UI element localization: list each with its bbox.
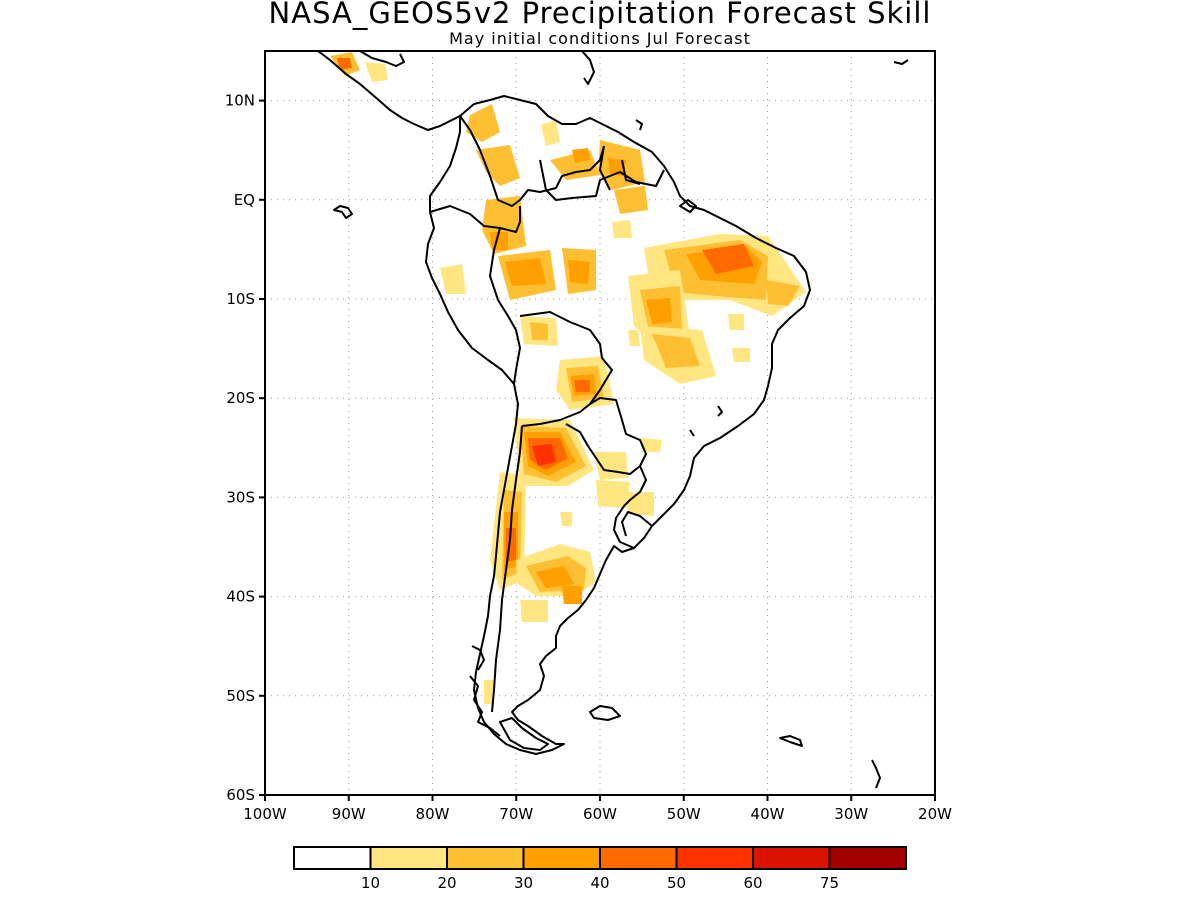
map-subtitle: May initial conditions Jul Forecast xyxy=(449,29,751,48)
colorbar-label: 60 xyxy=(743,874,762,892)
colorbar-swatch xyxy=(752,846,831,870)
longitude-tick-label: 90W xyxy=(332,805,366,823)
colorbar-swatch xyxy=(675,846,754,870)
longitude-tick-label: 60W xyxy=(583,805,617,823)
colorbar-label: 30 xyxy=(514,874,533,892)
colorbar-swatch xyxy=(828,846,907,870)
colorbar-label: 75 xyxy=(820,874,839,892)
latitude-tick-label: 40S xyxy=(226,588,255,606)
longitude-tick-label: 30W xyxy=(834,805,868,823)
colorbar-label: 10 xyxy=(361,874,380,892)
latitude-tick-label: 10N xyxy=(225,92,255,110)
colorbar-swatch xyxy=(369,846,448,870)
longitude-tick-label: 100W xyxy=(243,805,287,823)
colorbar-label: 20 xyxy=(437,874,456,892)
latitude-tick-label: 10S xyxy=(226,290,255,308)
colorbar-label: 50 xyxy=(667,874,686,892)
longitude-tick-label: 80W xyxy=(416,805,450,823)
longitude-tick-label: 70W xyxy=(499,805,533,823)
latitude-axis: 10N EQ 10S 20S 30S 40S 50S 60S xyxy=(225,92,265,804)
colorbar-legend: 10 20 30 40 50 60 75 xyxy=(293,846,907,892)
colorbar-swatch xyxy=(446,846,525,870)
longitude-tick-label: 40W xyxy=(751,805,785,823)
map-title: NASA_GEOS5v2 Precipitation Forecast Skil… xyxy=(268,0,932,30)
continent-outline xyxy=(317,51,909,789)
skill-shading xyxy=(330,52,806,704)
latitude-tick-label: 20S xyxy=(226,389,255,407)
latitude-tick-label: 30S xyxy=(226,488,255,506)
latitude-tick-label: 50S xyxy=(226,687,255,705)
longitude-tick-label: 20W xyxy=(918,805,952,823)
colorbar-label: 40 xyxy=(590,874,609,892)
latitude-tick-label: 60S xyxy=(226,786,255,804)
colorbar-swatch xyxy=(599,846,678,870)
colorbar-swatch xyxy=(522,846,601,870)
latitude-tick-label: EQ xyxy=(234,191,255,209)
longitude-tick-label: 50W xyxy=(667,805,701,823)
longitude-axis: 100W 90W 80W 70W 60W 50W 40W 30W 20W xyxy=(243,795,952,823)
colorbar-swatch xyxy=(293,846,372,870)
